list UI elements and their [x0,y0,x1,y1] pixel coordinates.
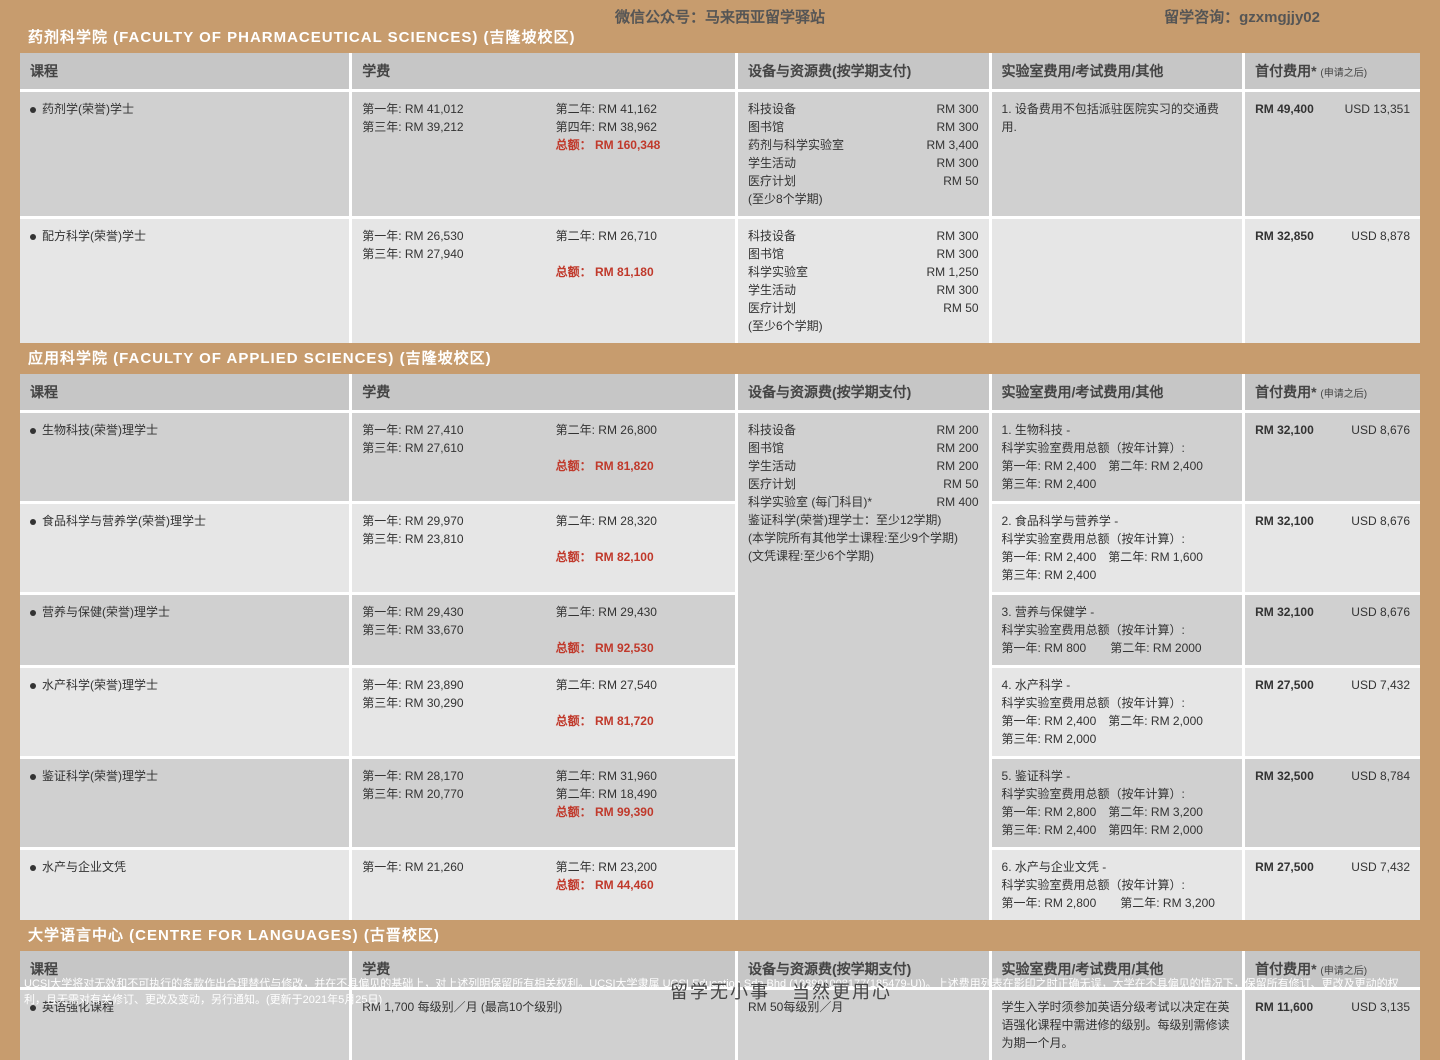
footer-slogan-1: 留学无小事 [0,978,1440,1004]
table-row: 营养与保健(荣誉)理学士第一年: RM 29,430第三年: RM 33,670… [20,594,1420,667]
program-name: 营养与保健(荣誉)理学士 [20,594,351,667]
col-equip: 设备与资源费(按学期支付) [737,53,991,91]
col-equip: 设备与资源费(按学期支付) [737,374,991,412]
col-tuition: 学费 [351,53,737,91]
program-name: 配方科学(荣誉)学士 [20,218,351,344]
col-firstfee: 首付费用* (申请之后) [1244,53,1420,91]
col-tuition: 学费 [351,374,737,412]
lab-cell: 4. 水产科学 - 科学实验室费用总额（按年计算）: 第一年: RM 2,400… [990,667,1244,758]
firstfee-cell: RM 32,100USD 8,676 [1244,412,1420,503]
firstfee-cell: RM 27,500USD 7,432 [1244,667,1420,758]
equip-cell: 科技设备RM 300图书馆RM 300药剂与科学实验室RM 3,400学生活动R… [737,91,991,218]
table-row: 水产科学(荣誉)理学士第一年: RM 23,890第三年: RM 30,290第… [20,667,1420,758]
equip-cell: 科技设备RM 300图书馆RM 300科学实验室RM 1,250学生活动RM 3… [737,218,991,344]
equip-cell: 科技设备RM 200图书馆RM 200学生活动RM 200医疗计划RM 50科学… [737,412,991,921]
table-row: 水产与企业文凭第一年: RM 21,260第二年: RM 23,200总额： R… [20,849,1420,921]
lab-cell: 6. 水产与企业文凭 - 科学实验室费用总额（按年计算）: 第一年: RM 2,… [990,849,1244,921]
firstfee-cell: RM 32,500USD 8,784 [1244,758,1420,849]
col-course: 课程 [20,53,351,91]
col-lab: 实验室费用/考试费用/其他 [990,53,1244,91]
footer-slogan-2: 当然更用心 [792,978,892,1004]
faculty-title: 大学语言中心 (CENTRE FOR LANGUAGES) (古晋校区) [20,920,1420,951]
lab-cell: 1. 生物科技 - 科学实验室费用总额（按年计算）: 第一年: RM 2,400… [990,412,1244,503]
tuition-cell: 第一年: RM 29,430第三年: RM 33,670第二年: RM 29,4… [351,594,737,667]
col-firstfee: 首付费用* (申请之后) [1244,374,1420,412]
tuition-cell: 第一年: RM 26,530第三年: RM 27,940第二年: RM 26,7… [351,218,737,344]
tuition-cell: 第一年: RM 21,260第二年: RM 23,200总额： RM 44,46… [351,849,737,921]
firstfee-cell: RM 32,850USD 8,878 [1244,218,1420,344]
faculty-title: 应用科学院 (FACULTY OF APPLIED SCIENCES) (吉隆坡… [20,343,1420,374]
lab-cell [990,218,1244,344]
fee-table: 课程 学费 设备与资源费(按学期支付) 实验室费用/考试费用/其他 首付费用* … [20,374,1420,920]
table-row: 药剂学(荣誉)学士第一年: RM 41,012第三年: RM 39,212第二年… [20,91,1420,218]
firstfee-cell: RM 49,400USD 13,351 [1244,91,1420,218]
tuition-cell: 第一年: RM 29,970第三年: RM 23,810第二年: RM 28,3… [351,503,737,594]
lab-cell: 2. 食品科学与营养学 - 科学实验室费用总额（按年计算）: 第一年: RM 2… [990,503,1244,594]
tuition-cell: 第一年: RM 23,890第三年: RM 30,290第二年: RM 27,5… [351,667,737,758]
tuition-cell: 第一年: RM 27,410第三年: RM 27,610第二年: RM 26,8… [351,412,737,503]
fee-table: 课程 学费 设备与资源费(按学期支付) 实验室费用/考试费用/其他 首付费用* … [20,53,1420,343]
col-course: 课程 [20,374,351,412]
col-lab: 实验室费用/考试费用/其他 [990,374,1244,412]
program-name: 生物科技(荣誉)理学士 [20,412,351,503]
tuition-cell: 第一年: RM 41,012第三年: RM 39,212第二年: RM 41,1… [351,91,737,218]
firstfee-cell: RM 32,100USD 8,676 [1244,594,1420,667]
lab-cell: 3. 营养与保健学 - 科学实验室费用总额（按年计算）: 第一年: RM 800… [990,594,1244,667]
table-row: 食品科学与营养学(荣誉)理学士第一年: RM 29,970第三年: RM 23,… [20,503,1420,594]
table-row: 生物科技(荣誉)理学士第一年: RM 27,410第三年: RM 27,610第… [20,412,1420,503]
program-name: 水产科学(荣誉)理学士 [20,667,351,758]
lab-cell: 5. 鉴证科学 - 科学实验室费用总额（按年计算）: 第一年: RM 2,800… [990,758,1244,849]
tuition-cell: 第一年: RM 28,170第三年: RM 20,770第二年: RM 31,9… [351,758,737,849]
program-name: 食品科学与营养学(荣誉)理学士 [20,503,351,594]
lab-cell: 1. 设备费用不包括派驻医院实习的交通费用. [990,91,1244,218]
table-row: 鉴证科学(荣誉)理学士第一年: RM 28,170第三年: RM 20,770第… [20,758,1420,849]
program-name: 水产与企业文凭 [20,849,351,921]
program-name: 药剂学(荣誉)学士 [20,91,351,218]
header-consult: 留学咨询：gzxmgjjy02 [1164,6,1320,27]
program-name: 鉴证科学(荣誉)理学士 [20,758,351,849]
firstfee-cell: RM 27,500USD 7,432 [1244,849,1420,921]
firstfee-cell: RM 32,100USD 8,676 [1244,503,1420,594]
table-row: 配方科学(荣誉)学士第一年: RM 26,530第三年: RM 27,940第二… [20,218,1420,344]
